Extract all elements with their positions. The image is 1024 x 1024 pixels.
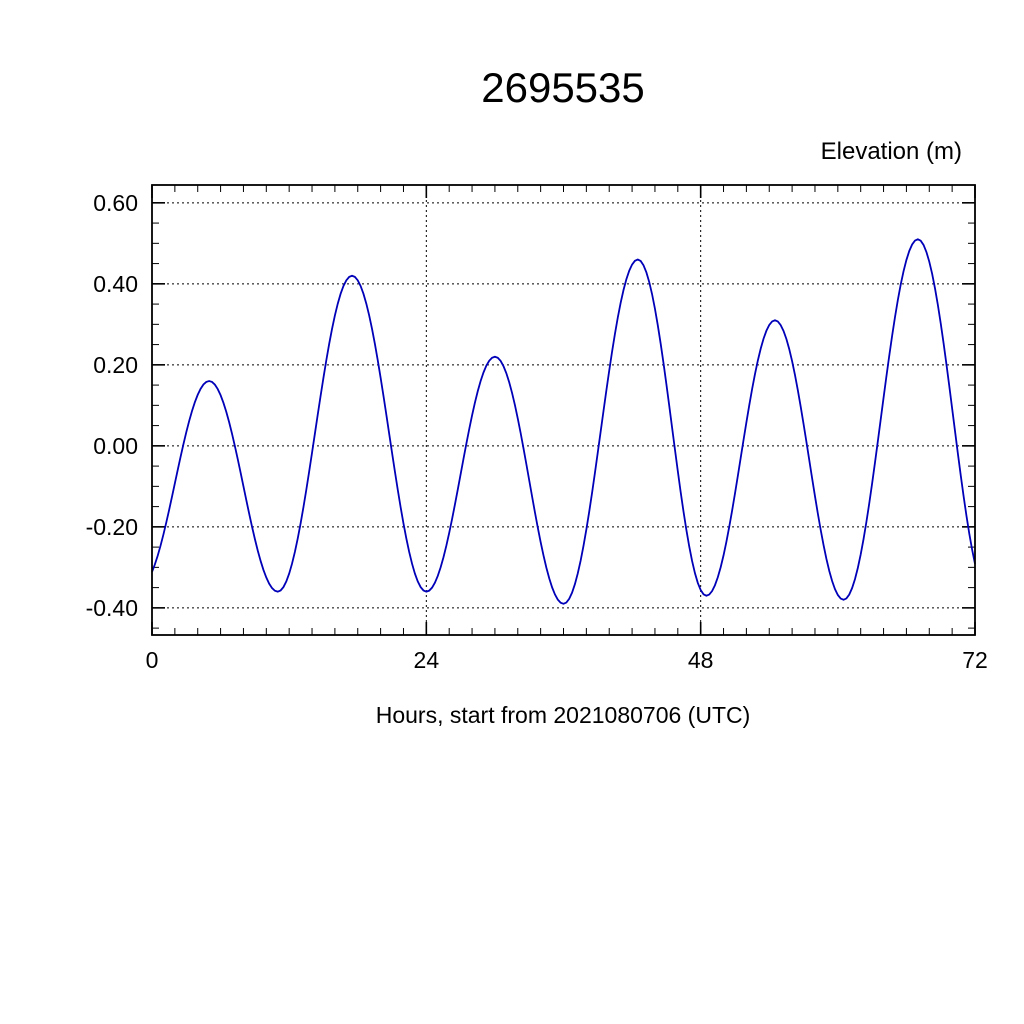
y-axis-title: Elevation (m) — [820, 138, 962, 165]
tide-curve-path — [151, 238, 976, 605]
x-axis-label: Hours, start from 2021080706 (UTC) — [375, 702, 751, 728]
y-tick-label: -0.40 — [86, 595, 138, 621]
minor-ticks — [152, 185, 975, 635]
y-tick-label: 0.00 — [93, 433, 138, 459]
tide-curve — [151, 238, 976, 605]
plot-frame-rect — [151, 184, 976, 636]
major-ticks — [151, 185, 976, 635]
plot-border — [151, 184, 976, 636]
y-tick-label: 0.20 — [93, 352, 138, 378]
y-tick-label: -0.20 — [86, 514, 138, 540]
y-tick-label: 0.40 — [93, 271, 138, 297]
gridlines — [152, 185, 975, 635]
y-tick-label: 0.60 — [93, 190, 138, 216]
x-tick-label: 48 — [688, 647, 714, 673]
x-tick-label: 24 — [414, 647, 440, 673]
chart-title: 2695535 — [481, 64, 645, 111]
x-tick-labels: 0 24 48 72 — [146, 647, 988, 673]
x-tick-label: 0 — [146, 647, 159, 673]
x-tick-label: 72 — [962, 647, 988, 673]
y-tick-labels: 0.60 0.40 0.20 0.00 -0.20 -0.40 — [86, 190, 138, 621]
